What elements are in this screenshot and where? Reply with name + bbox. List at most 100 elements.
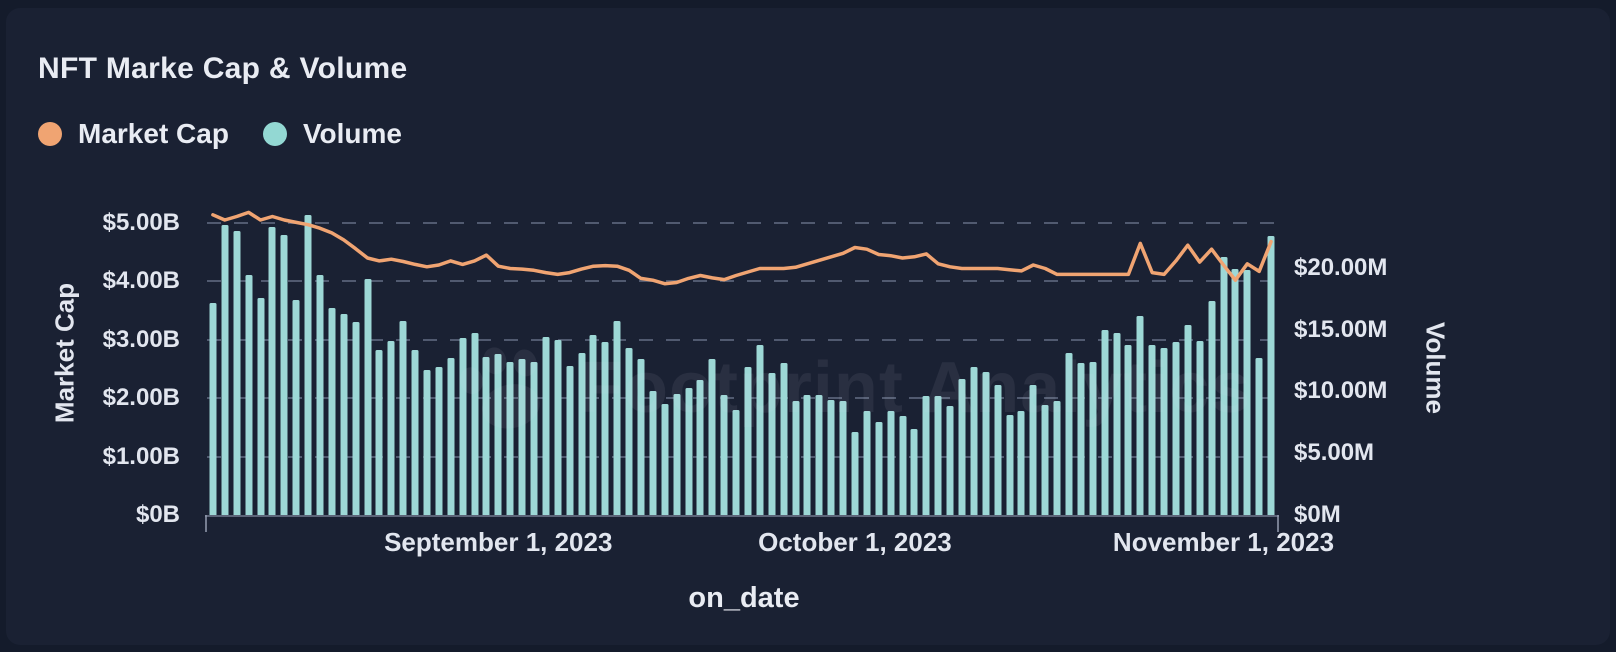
volume-bar[interactable] [1124, 344, 1132, 515]
volume-bar[interactable] [245, 275, 253, 515]
volume-bar[interactable] [340, 313, 348, 515]
volume-bar[interactable] [958, 379, 966, 515]
volume-bar[interactable] [934, 396, 942, 515]
volume-bar[interactable] [352, 322, 360, 515]
volume-bar[interactable] [910, 428, 918, 515]
volume-bar[interactable] [613, 321, 621, 515]
volume-bar[interactable] [994, 385, 1002, 515]
right-axis-tick-label: $0M [1294, 501, 1341, 528]
volume-bar[interactable] [696, 380, 704, 515]
volume-bar[interactable] [554, 339, 562, 515]
volume-bar[interactable] [375, 349, 383, 515]
volume-bar[interactable] [423, 370, 431, 515]
volume-bar[interactable] [268, 227, 276, 515]
volume-bar[interactable] [530, 361, 538, 515]
volume-bar[interactable] [637, 359, 645, 515]
volume-bar[interactable] [387, 340, 395, 515]
volume-bar[interactable] [542, 337, 550, 515]
market-cap-swatch-icon [38, 122, 62, 146]
volume-bar[interactable] [447, 358, 455, 515]
volume-bar[interactable] [768, 372, 776, 515]
volume-bar[interactable] [982, 371, 990, 515]
volume-bar[interactable] [863, 411, 871, 515]
volume-bar[interactable] [221, 224, 229, 515]
volume-bar[interactable] [1053, 401, 1061, 515]
volume-bar[interactable] [471, 333, 478, 515]
volume-bar[interactable] [1220, 256, 1227, 515]
volume-bar[interactable] [209, 302, 217, 515]
volume-bar[interactable] [364, 279, 371, 515]
volume-bar[interactable] [601, 342, 609, 515]
volume-bar[interactable] [459, 338, 467, 515]
volume-bar[interactable] [875, 422, 883, 515]
volume-bar[interactable] [673, 393, 681, 515]
volume-bar[interactable] [233, 230, 241, 515]
volume-bar[interactable] [756, 344, 764, 515]
volume-bar[interactable] [827, 400, 835, 515]
volume-bar[interactable] [1041, 405, 1049, 515]
volume-bar[interactable] [792, 401, 799, 515]
volume-bar[interactable] [649, 391, 657, 515]
volume-bar[interactable] [708, 359, 716, 515]
legend-item-volume[interactable]: Volume [262, 118, 402, 150]
volume-bar[interactable] [1065, 353, 1073, 515]
volume-bar[interactable] [589, 334, 597, 515]
volume-bar[interactable] [625, 348, 633, 515]
left-axis-tick-labels: $5.00B $4.00B $3.00B $2.00B $1.00B $0B [0, 192, 185, 528]
volume-bar[interactable] [1267, 235, 1275, 515]
volume-bar[interactable] [1136, 316, 1144, 515]
volume-bar[interactable] [518, 359, 526, 515]
volume-bar[interactable] [732, 410, 740, 515]
volume-bar[interactable] [411, 349, 419, 515]
volume-bar[interactable] [1208, 301, 1216, 515]
volume-bar[interactable] [946, 406, 954, 515]
volume-bar[interactable] [304, 214, 312, 515]
volume-bar[interactable] [922, 396, 930, 515]
volume-bar[interactable] [506, 361, 514, 515]
volume-bar[interactable] [780, 363, 788, 515]
volume-bar[interactable] [257, 297, 264, 515]
volume-bar[interactable] [1089, 361, 1097, 515]
volume-bar[interactable] [1184, 324, 1192, 515]
volume-bar[interactable] [839, 401, 847, 515]
volume-bar[interactable] [1077, 363, 1085, 515]
left-axis-tick-label: $1.00B [102, 442, 180, 470]
volume-bar[interactable] [685, 387, 692, 515]
volume-bar[interactable] [851, 432, 859, 515]
volume-bar[interactable] [1113, 333, 1120, 515]
volume-bar[interactable] [292, 300, 300, 515]
volume-bar[interactable] [803, 395, 811, 515]
volume-bar[interactable] [1148, 344, 1156, 515]
volume-bar[interactable] [815, 395, 823, 515]
volume-bar[interactable] [494, 354, 502, 515]
volume-bar[interactable] [1196, 340, 1204, 515]
volume-bar[interactable] [316, 275, 324, 515]
volume-bar[interactable] [1017, 411, 1025, 515]
volume-bar[interactable] [1029, 385, 1037, 515]
volume-bar[interactable] [280, 234, 288, 515]
volume-bar[interactable] [899, 416, 906, 515]
volume-bar[interactable] [1243, 270, 1251, 515]
volume-bar[interactable] [720, 395, 728, 515]
left-axis-tick-label: $2.00B [102, 384, 180, 412]
volume-bar[interactable] [1006, 414, 1013, 515]
legend-item-market-cap[interactable]: Market Cap [38, 118, 229, 150]
volume-bar[interactable] [887, 411, 895, 515]
legend-label-volume: Volume [302, 118, 402, 149]
volume-bar[interactable] [328, 307, 336, 515]
volume-bar[interactable] [1172, 342, 1180, 515]
volume-bar[interactable] [970, 366, 978, 515]
volume-bar[interactable] [1101, 329, 1109, 515]
gridline [207, 338, 1277, 341]
market-cap-line[interactable] [211, 210, 1273, 286]
volume-bar[interactable] [435, 366, 443, 515]
volume-bar[interactable] [482, 356, 490, 515]
volume-bar[interactable] [399, 321, 407, 515]
volume-bar[interactable] [744, 366, 752, 515]
volume-bar[interactable] [566, 365, 574, 515]
volume-bar[interactable] [578, 353, 585, 515]
volume-bar[interactable] [661, 403, 669, 515]
volume-bar[interactable] [1231, 269, 1239, 515]
volume-bar[interactable] [1255, 358, 1263, 515]
volume-bar[interactable] [1160, 348, 1168, 515]
